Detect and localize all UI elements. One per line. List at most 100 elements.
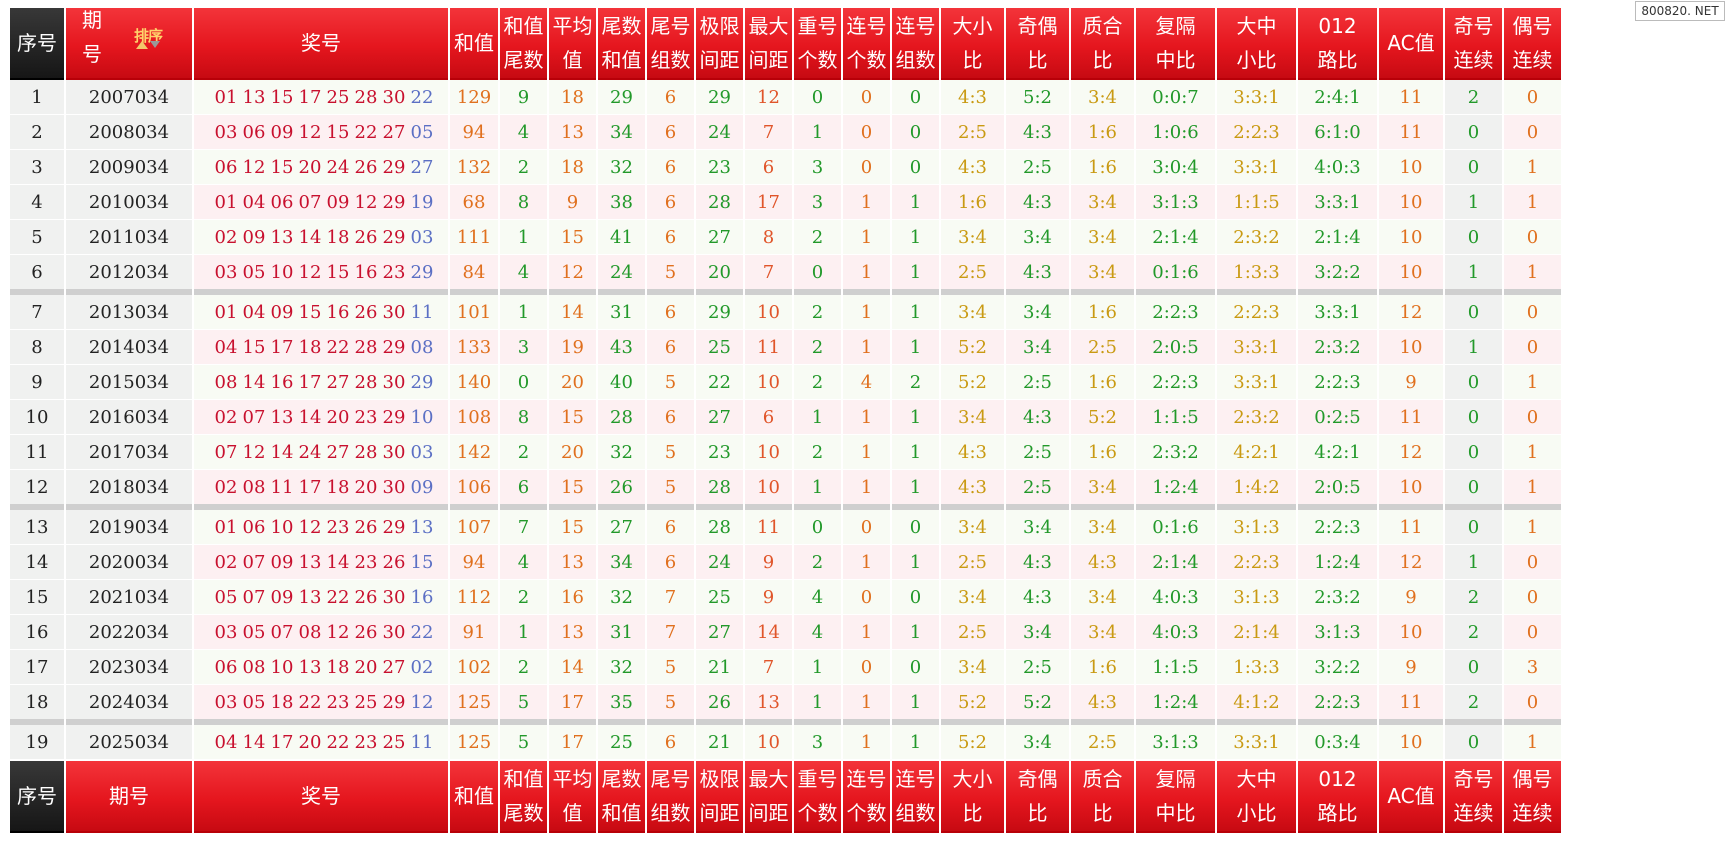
- row-repeat-count: 4: [794, 615, 841, 650]
- row-max-gap: 6: [745, 400, 792, 435]
- row-road-ratio: 4:0:3: [1298, 150, 1377, 185]
- header-max-gap: 最大 间距: [745, 8, 792, 80]
- red-ball: 10: [270, 261, 294, 283]
- red-ball: 14: [242, 731, 266, 753]
- row-even-run: 0: [1504, 220, 1561, 255]
- red-ball: 14: [298, 406, 322, 428]
- row-odd-run: 0: [1445, 295, 1502, 330]
- row-sum-tail: 5: [500, 725, 547, 760]
- row-max-gap: 13: [745, 685, 792, 725]
- row-tail-groups: 6: [647, 330, 694, 365]
- header-ac: AC值: [1379, 8, 1443, 80]
- sort-desc-icon[interactable]: [150, 41, 160, 48]
- row-issue: 2020034: [66, 545, 192, 580]
- row-road-ratio: 2:3:2: [1298, 330, 1377, 365]
- red-ball: 25: [354, 691, 378, 713]
- red-ball: 15: [326, 121, 350, 143]
- row-tail-groups: 5: [647, 685, 694, 725]
- row-prime-composite-ratio: 3:4: [1071, 615, 1134, 650]
- row-even-run: 0: [1504, 115, 1561, 150]
- row-repeat-count: 1: [794, 685, 841, 725]
- row-road-ratio: 0:3:4: [1298, 725, 1377, 760]
- red-ball: 18: [298, 336, 322, 358]
- header-dzx-ratio: 大中 小比: [1217, 8, 1296, 80]
- header-issue[interactable]: 期号 排序: [66, 8, 192, 80]
- row-consec-count: 4: [843, 365, 890, 400]
- row-fuge-ratio: 0:0:7: [1136, 80, 1215, 115]
- row-numbers: 06 12 15 20 24 26 29 27: [194, 150, 448, 185]
- row-road-ratio: 4:2:1: [1298, 435, 1377, 470]
- row-range: 23: [696, 150, 743, 185]
- row-issue: 2022034: [66, 615, 192, 650]
- row-consec-groups: 0: [892, 150, 939, 185]
- row-ac-value: 11: [1379, 685, 1443, 725]
- red-ball: 17: [298, 371, 322, 393]
- row-prime-composite-ratio: 1:6: [1071, 650, 1134, 685]
- red-ball: 14: [298, 226, 322, 248]
- row-avg: 13: [549, 545, 596, 580]
- header-range: 极限 间距: [696, 8, 743, 80]
- red-ball: 26: [354, 301, 378, 323]
- row-consec-groups: 0: [892, 115, 939, 150]
- red-ball: 05: [242, 261, 266, 283]
- row-repeat-count: 0: [794, 510, 841, 545]
- red-ball: 29: [382, 226, 406, 248]
- row-consec-groups: 1: [892, 685, 939, 725]
- header-sum: 和值: [450, 8, 498, 80]
- row-odd-run: 0: [1445, 150, 1502, 185]
- row-repeat-count: 4: [794, 580, 841, 615]
- row-consec-count: 1: [843, 400, 890, 435]
- row-ac-value: 12: [1379, 435, 1443, 470]
- row-numbers: 02 07 09 13 14 23 26 15: [194, 545, 448, 580]
- row-dzx-ratio: 4:2:1: [1217, 435, 1296, 470]
- row-sum: 111: [450, 220, 498, 255]
- red-ball: 04: [214, 731, 238, 753]
- row-sum-tail: 4: [500, 115, 547, 150]
- row-avg: 12: [549, 255, 596, 295]
- row-tail-sum: 32: [598, 580, 645, 615]
- row-prime-composite-ratio: 4:3: [1071, 685, 1134, 725]
- row-big-small-ratio: 3:4: [941, 400, 1004, 435]
- table-row: 7 2013034 01 04 09 15 16 26 30 11 101 1 14 31 6 29 10 2 1 1…: [10, 295, 1561, 330]
- row-road-ratio: 6:1:0: [1298, 115, 1377, 150]
- footer-issue: 期号: [66, 760, 192, 833]
- row-odd-run: 1: [1445, 545, 1502, 580]
- row-big-small-ratio: 5:2: [941, 365, 1004, 400]
- red-ball: 15: [298, 301, 322, 323]
- row-issue: 2016034: [66, 400, 192, 435]
- red-ball: 30: [382, 371, 406, 393]
- sort-toggle[interactable]: 排序: [134, 27, 163, 45]
- row-repeat-count: 3: [794, 150, 841, 185]
- sort-asc-icon[interactable]: [136, 41, 148, 49]
- row-tail-sum: 28: [598, 400, 645, 435]
- red-ball: 26: [354, 226, 378, 248]
- row-odd-run: 2: [1445, 80, 1502, 115]
- blue-ball: 29: [410, 261, 434, 283]
- red-ball: 06: [242, 121, 266, 143]
- footer-range: 极限 间距: [696, 760, 743, 833]
- red-ball: 20: [354, 476, 378, 498]
- row-sum-tail: 7: [500, 510, 547, 545]
- red-ball: 30: [382, 86, 406, 108]
- footer-tail-groups: 尾号 组数: [647, 760, 694, 833]
- red-ball: 02: [214, 226, 238, 248]
- red-ball: 22: [298, 691, 322, 713]
- row-index: 1: [10, 80, 64, 115]
- red-ball: 01: [214, 86, 238, 108]
- row-numbers: 04 14 17 20 22 23 25 11: [194, 725, 448, 760]
- row-big-small-ratio: 5:2: [941, 725, 1004, 760]
- row-prime-composite-ratio: 1:6: [1071, 295, 1134, 330]
- red-ball: 10: [270, 656, 294, 678]
- row-dzx-ratio: 3:1:3: [1217, 580, 1296, 615]
- row-fuge-ratio: 2:2:3: [1136, 365, 1215, 400]
- row-sum: 132: [450, 150, 498, 185]
- red-ball: 25: [326, 86, 350, 108]
- row-avg: 13: [549, 115, 596, 150]
- row-index: 15: [10, 580, 64, 615]
- row-fuge-ratio: 4:0:3: [1136, 615, 1215, 650]
- row-max-gap: 10: [745, 470, 792, 510]
- row-tail-groups: 6: [647, 400, 694, 435]
- row-consec-groups: 1: [892, 220, 939, 255]
- footer-dzx-ratio: 大中 小比: [1217, 760, 1296, 833]
- row-ac-value: 10: [1379, 470, 1443, 510]
